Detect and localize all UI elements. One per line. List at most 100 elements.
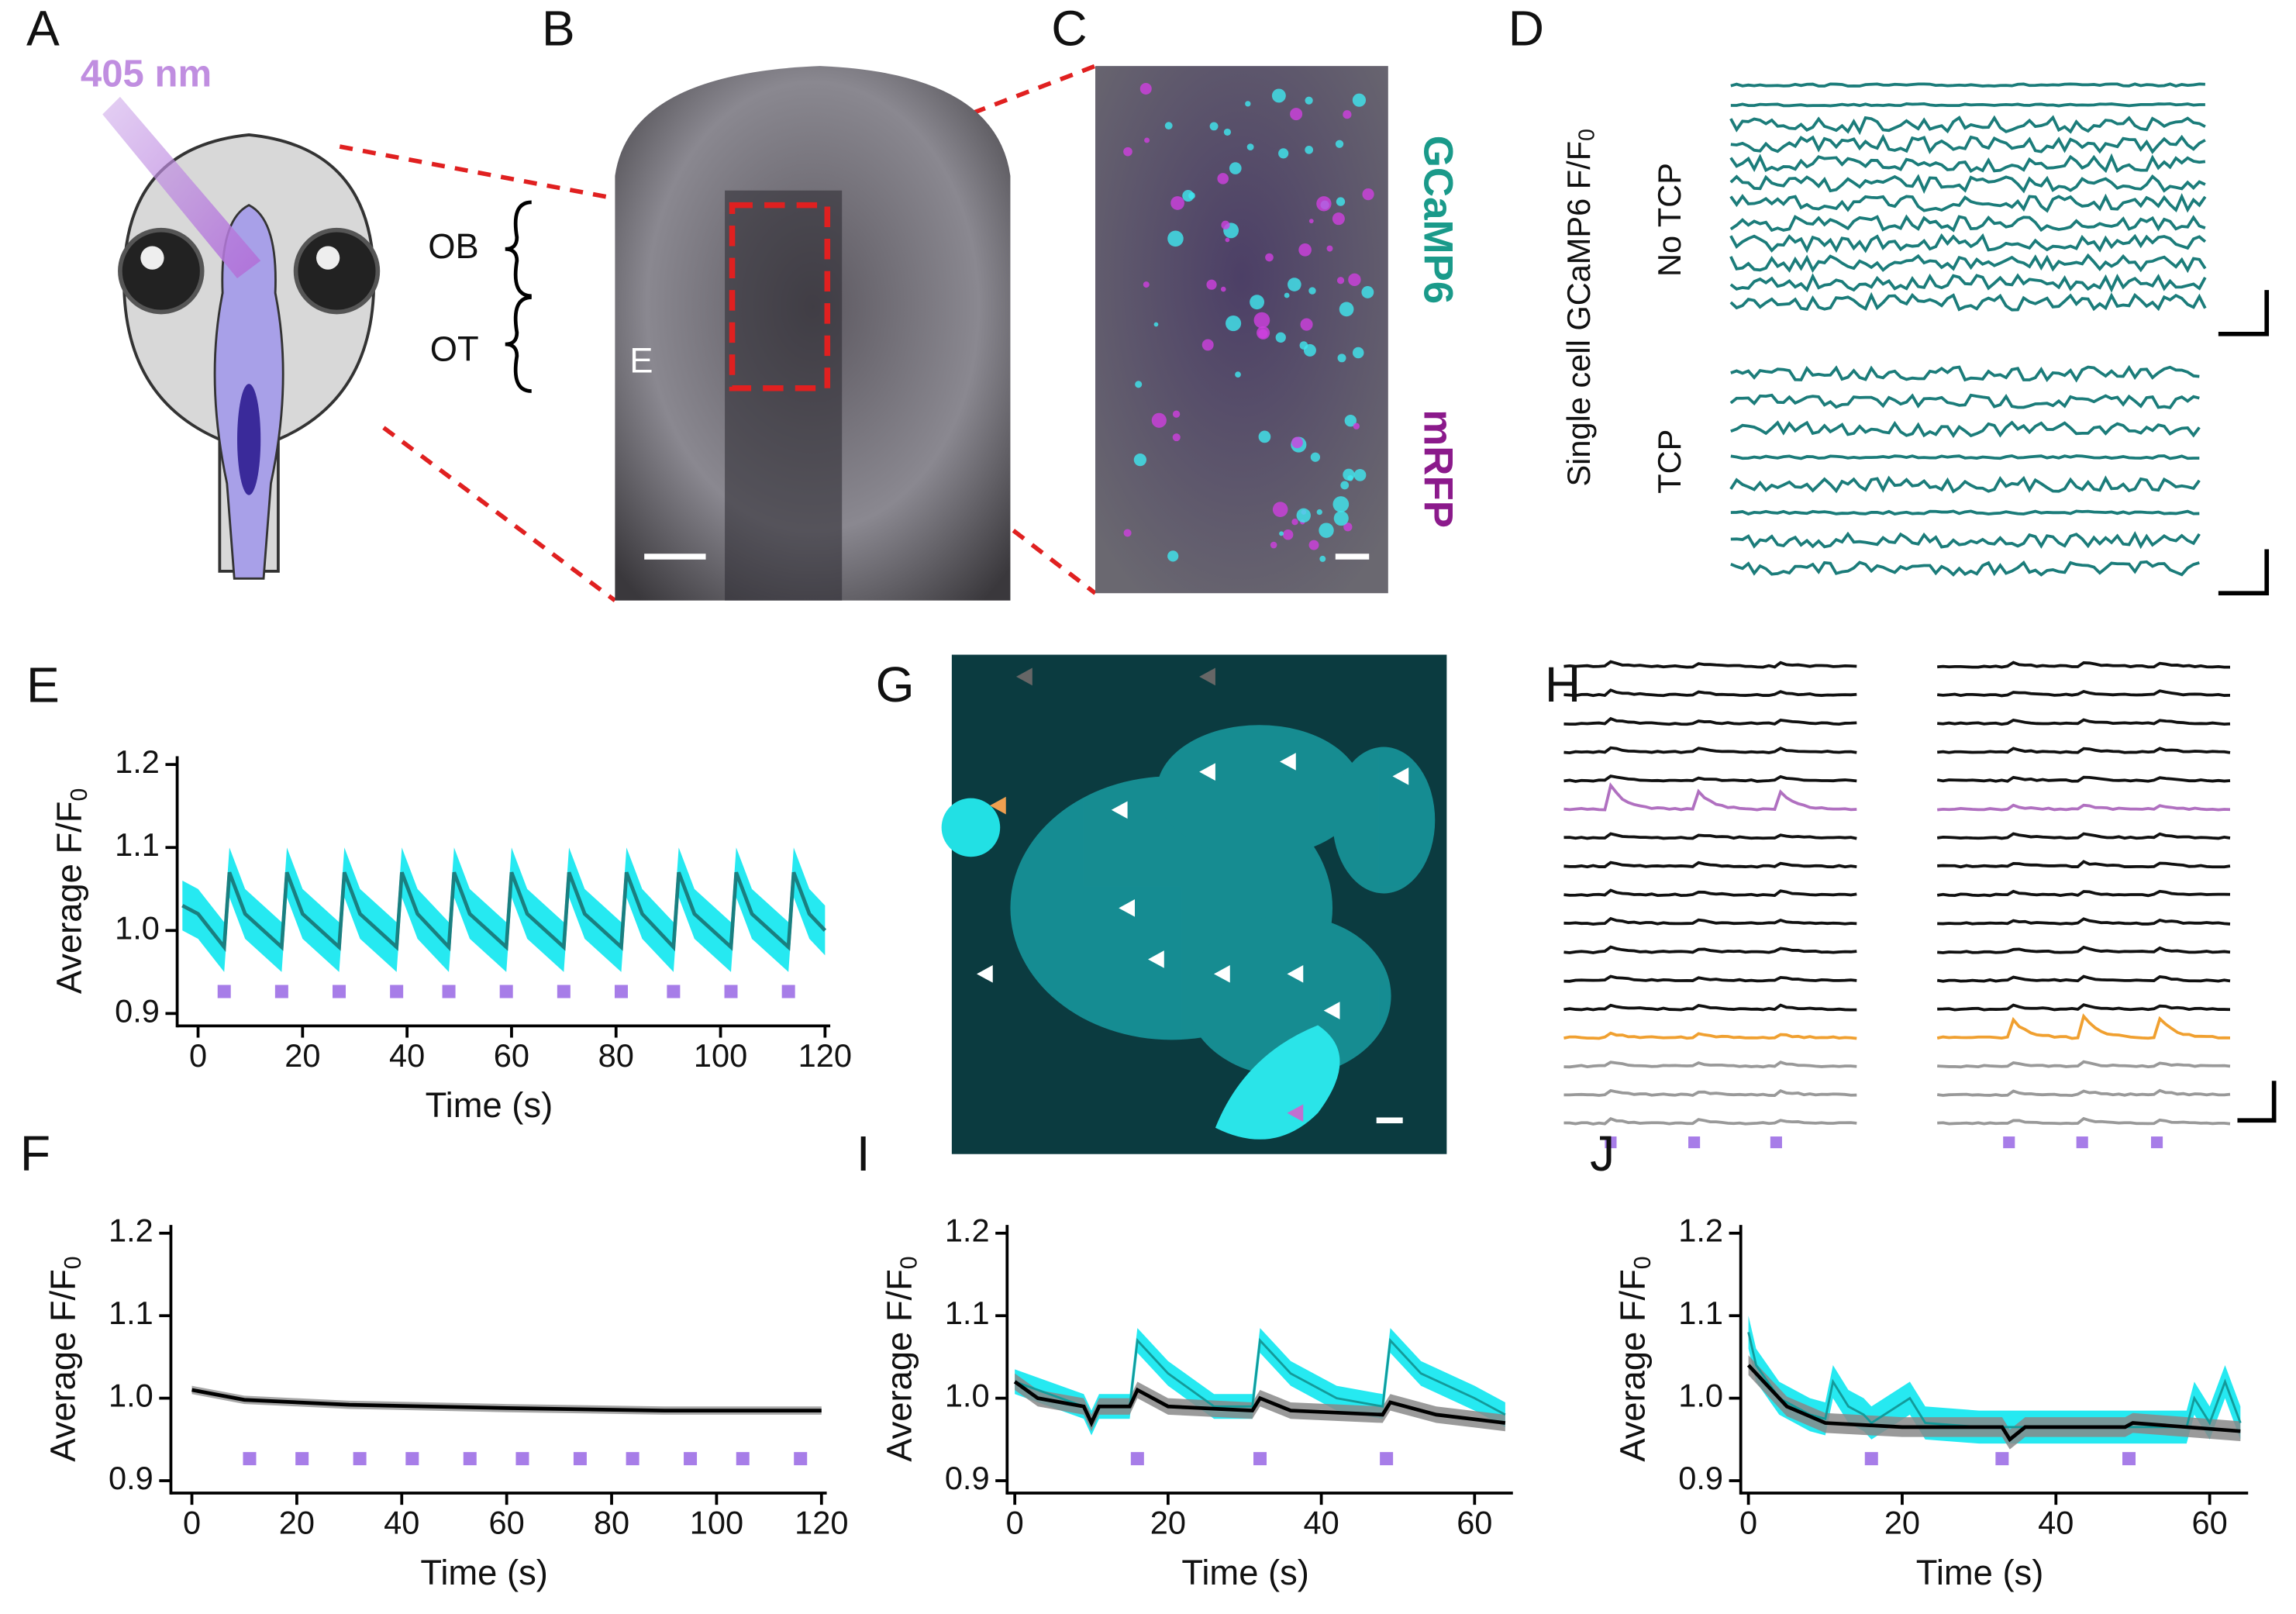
ylabel-main: Average F/F	[43, 1269, 82, 1462]
arrowhead	[1287, 965, 1304, 983]
y-tick-label: 0.9	[1678, 1460, 1723, 1496]
ylabel-sub: 0	[60, 1256, 86, 1269]
x-tick-label: 80	[598, 1037, 634, 1074]
ylabel-main: Average F/F	[1613, 1269, 1653, 1462]
y-axis-label: Average F/F0	[1613, 1256, 1656, 1461]
stimulus-marker	[1770, 1136, 1782, 1149]
cell-dot	[1352, 93, 1367, 107]
y-tick-label: 1.0	[945, 1378, 990, 1414]
cell-dot	[1343, 110, 1352, 119]
trace	[1937, 945, 2231, 954]
cell-dot	[1348, 273, 1361, 286]
cell-dot	[1332, 212, 1345, 226]
stimulus-marker	[1995, 1452, 2009, 1466]
panel-label: B	[542, 1, 575, 57]
x-axis-label: Time (s)	[1916, 1553, 2043, 1592]
x-tick-label: 20	[1884, 1505, 1920, 1541]
y-tick-label: 1.2	[109, 1212, 153, 1249]
trace	[1563, 1117, 1857, 1126]
x-tick-label: 40	[1303, 1505, 1339, 1541]
ylabel-sub: 0	[1630, 1256, 1656, 1269]
stimulus-marker	[390, 985, 404, 998]
cell-dot	[1170, 196, 1184, 210]
cell-dot	[1164, 122, 1173, 130]
cell-dot	[1298, 243, 1312, 257]
trace	[1563, 974, 1857, 983]
trace	[1730, 102, 2205, 108]
trace	[1729, 153, 2206, 174]
y-tick-label: 1.1	[109, 1295, 153, 1331]
y-axis-label: Average F/F0	[50, 788, 92, 994]
cell-dot	[1362, 188, 1374, 201]
cell-dot	[1308, 219, 1314, 224]
y-tick-label: 1.2	[945, 1212, 990, 1249]
trace	[1730, 560, 2200, 577]
region-label: OT	[430, 329, 479, 368]
cell-dots	[1123, 82, 1374, 562]
panel-label: H	[1545, 657, 1581, 712]
x-tick-label: 40	[2038, 1505, 2074, 1541]
trace-illustration	[1563, 660, 2231, 1149]
x-tick-label: 0	[1006, 1505, 1024, 1541]
y-tick-label: 0.9	[109, 1460, 153, 1496]
x-tick-label: 40	[384, 1505, 419, 1541]
stimulus-marker	[515, 1452, 529, 1466]
stimulus-marker	[442, 985, 456, 998]
y-tick-label: 1.0	[115, 909, 160, 946]
trace	[1729, 174, 2206, 195]
trace	[1563, 832, 1857, 840]
stimulus-marker	[736, 1452, 750, 1466]
error-band	[182, 847, 826, 972]
trace-illustration	[1729, 82, 2207, 577]
trace	[1729, 193, 2207, 213]
cell-dot	[1305, 145, 1314, 154]
stimulus-marker	[1253, 1452, 1267, 1466]
cell-dot	[1303, 343, 1316, 357]
cell-dot	[1250, 295, 1265, 310]
trace	[1729, 273, 2207, 293]
brain-strip	[725, 190, 843, 601]
cell-dot	[1300, 318, 1313, 331]
cell-dot	[1123, 529, 1132, 537]
cell-dot	[1245, 101, 1251, 107]
panel-label: E	[26, 657, 60, 713]
cell-dot	[1226, 316, 1242, 332]
trace	[1730, 531, 2201, 550]
cell-dot	[1201, 339, 1214, 351]
cell-dot	[1151, 412, 1167, 428]
cell-dot	[1257, 326, 1270, 340]
mean-line	[1746, 1364, 2241, 1443]
stimulus-marker	[405, 1452, 419, 1466]
cell-dot	[1143, 281, 1150, 288]
stimulus-marker	[794, 1452, 808, 1466]
y-tick-label: 1.1	[115, 826, 160, 863]
trace	[1563, 888, 1857, 898]
cell-dot	[1167, 550, 1179, 562]
cell-dot	[1319, 555, 1326, 562]
cell-dot	[1343, 522, 1353, 532]
group-label: No TCP	[1651, 163, 1688, 277]
stimulus-marker	[1130, 1452, 1144, 1466]
cell-body	[1215, 1025, 1340, 1140]
y-axis-label: Average F/F0	[43, 1256, 85, 1461]
stimulus-marker	[2150, 1136, 2163, 1149]
trace	[1729, 214, 2206, 233]
cell-dot	[1172, 433, 1181, 442]
trace	[1563, 1060, 1857, 1069]
cell-bodies	[1010, 725, 1436, 1077]
arrowhead	[1111, 801, 1128, 819]
cell-dot	[1265, 253, 1274, 262]
cell-dot	[1153, 322, 1159, 327]
stimulus-marker	[243, 1452, 257, 1466]
arrowhead	[1148, 950, 1164, 968]
ylabel-main: Single cell GCaMP6 F/F	[1560, 141, 1597, 487]
cell-dot	[1310, 452, 1321, 462]
cell-dot	[1270, 541, 1277, 549]
x-tick-label: 20	[1150, 1505, 1186, 1541]
ylabel-sub: 0	[1575, 129, 1600, 141]
cell-body	[941, 798, 1001, 857]
cell-dot	[1343, 468, 1355, 481]
trace	[1936, 974, 2231, 983]
stimulus-marker	[333, 985, 346, 998]
stimulus-marker	[724, 985, 738, 998]
